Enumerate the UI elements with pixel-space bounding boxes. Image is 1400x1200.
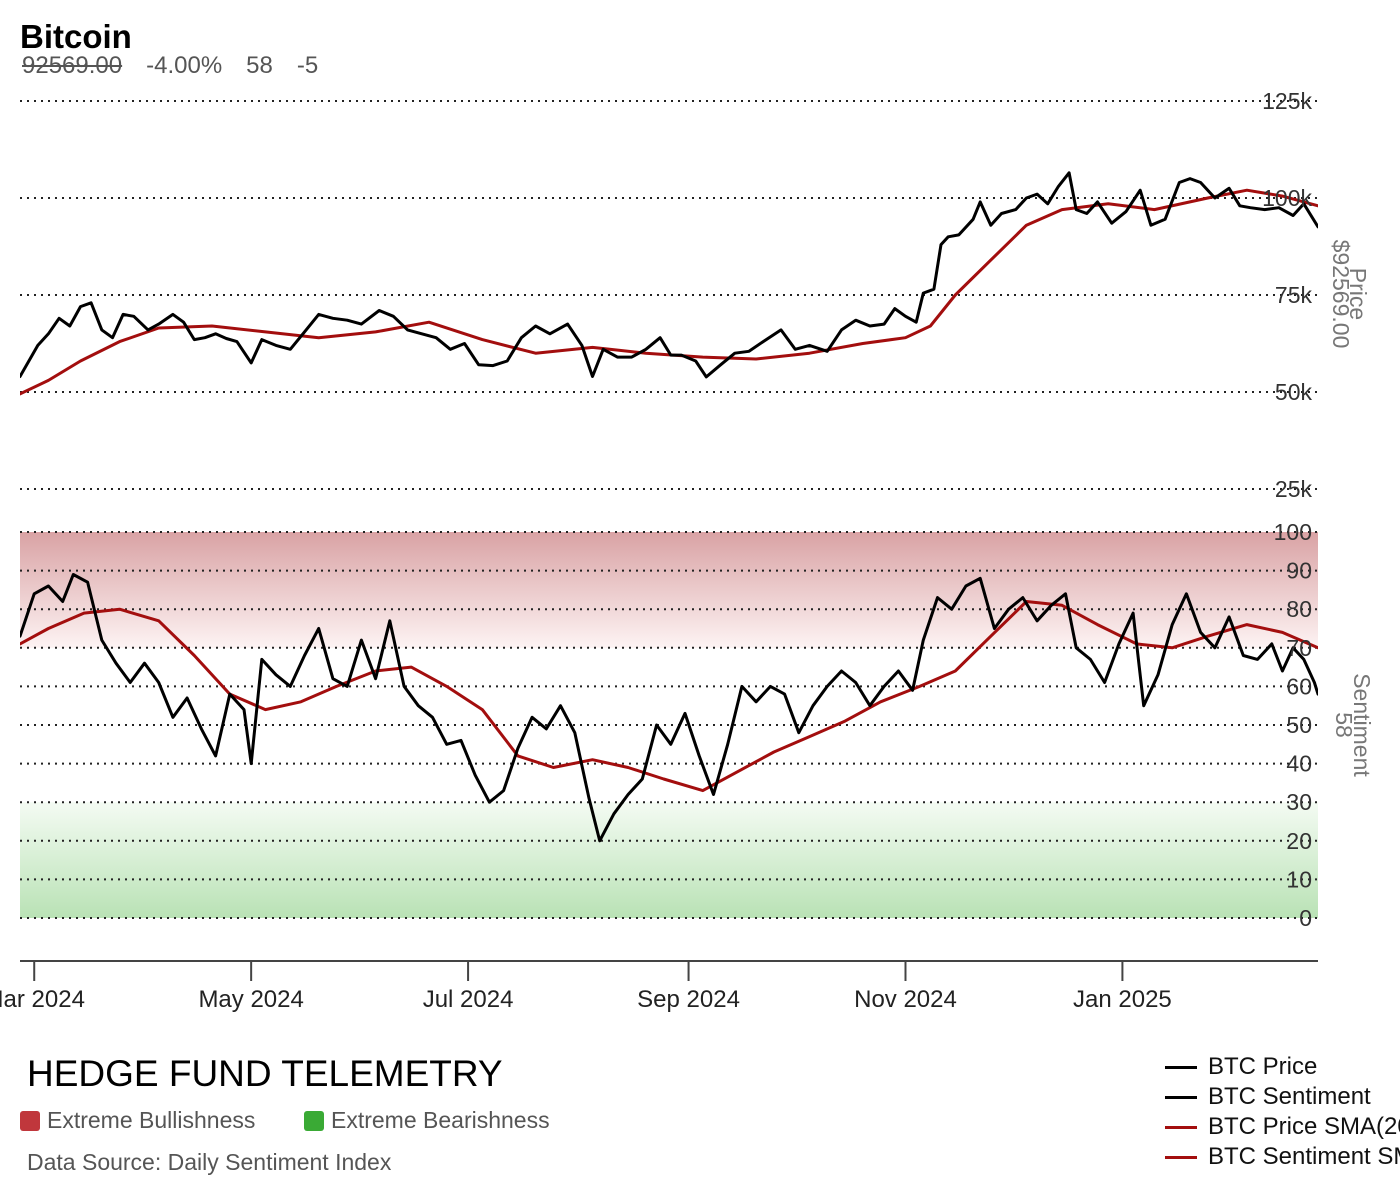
sentiment-tick-label: 100 — [1274, 519, 1312, 545]
legend-line — [1165, 1065, 1197, 1069]
price-change-pct: -4.00% — [146, 52, 223, 79]
legend-line — [1165, 1155, 1197, 1159]
zone-legend-bearish: Extreme Bearishness — [304, 1107, 550, 1134]
legend-label: BTC Sentiment SMA(20) — [1208, 1143, 1400, 1170]
x-tick-label: Jul 2024 — [423, 986, 514, 1013]
legend-line — [1165, 1125, 1197, 1129]
sentiment-tick-label: 70 — [1286, 635, 1312, 661]
gridlines — [20, 100, 1318, 919]
sentiment-tick-label: 0 — [1299, 905, 1312, 931]
btc-price-sma-line — [20, 188, 1318, 396]
price-tick-label: 125k — [1262, 88, 1312, 114]
legend-line — [1165, 1095, 1197, 1099]
bullish-swatch — [20, 1110, 40, 1131]
x-tick-label: Mar 2024 — [0, 986, 85, 1013]
header-stats: 92569.00 -4.00% 58 -5 — [22, 52, 342, 80]
legend-item-btc-price-sma[interactable]: BTC Price SMA(20) — [1165, 1112, 1400, 1142]
legend-label: BTC Price — [1208, 1053, 1318, 1080]
y-tick-labels: 25k 50k 75k 100k 125k 0 10 20 30 40 50 60 70 80 90 100 — [1262, 88, 1312, 931]
legend-label: BTC Sentiment — [1208, 1083, 1371, 1110]
x-tick-label: May 2024 — [198, 986, 303, 1013]
sentiment-axis-value: 58 — [1331, 712, 1357, 738]
zone-legend-bullish: Extreme Bullishness — [20, 1107, 255, 1134]
price-tick-label: 25k — [1275, 476, 1313, 502]
series-lines — [20, 171, 1318, 843]
bearish-label: Extreme Bearishness — [331, 1107, 550, 1133]
sentiment-zones — [20, 532, 1318, 918]
data-source: Data Source: Daily Sentiment Index — [27, 1149, 392, 1175]
sentiment-value: 58 — [246, 52, 273, 79]
price-tick-label: 75k — [1275, 282, 1313, 308]
legend-item-btc-sentiment-sma[interactable]: BTC Sentiment SMA(20) — [1165, 1142, 1400, 1172]
last-price: 92569.00 — [22, 52, 123, 79]
price-axis-value: $92569.00 — [1328, 240, 1354, 349]
sentiment-tick-label: 20 — [1286, 828, 1312, 854]
legend-item-btc-sentiment[interactable]: BTC Sentiment — [1165, 1082, 1400, 1112]
x-axis: Mar 2024 May 2024 Jul 2024 Sep 2024 Nov 2024… — [0, 960, 1318, 1013]
btc-price-line — [20, 171, 1318, 379]
sentiment-tick-label: 30 — [1286, 789, 1312, 815]
bearish-zone — [20, 802, 1318, 918]
sentiment-tick-label: 60 — [1286, 673, 1312, 699]
chart-title: Bitcoin — [20, 18, 132, 55]
brand-name: HEDGE FUND TELEMETRY — [27, 1053, 503, 1094]
sentiment-tick-label: 50 — [1286, 712, 1312, 738]
sentiment-axis-title: Sentiment — [1349, 673, 1375, 777]
price-tick-label: 100k — [1262, 185, 1312, 211]
btc-sentiment-line — [20, 573, 1318, 843]
sentiment-tick-label: 10 — [1286, 866, 1312, 892]
bullish-zone — [20, 532, 1318, 648]
x-tick-label: Nov 2024 — [854, 986, 957, 1013]
bullish-label: Extreme Bullishness — [47, 1107, 256, 1133]
series-legend: BTC Price BTC Sentiment BTC Price SMA(20… — [1165, 1052, 1400, 1172]
axis-titles: Price $92569.00 Sentiment 58 — [1328, 240, 1375, 778]
sentiment-tick-label: 90 — [1286, 558, 1312, 584]
x-tick-label: Sep 2024 — [637, 986, 740, 1013]
price-axis-title: Price — [1345, 268, 1371, 320]
legend-label: BTC Price SMA(20) — [1208, 1113, 1400, 1140]
sentiment-change: -5 — [296, 52, 319, 79]
sentiment-tick-label: 40 — [1286, 751, 1312, 777]
legend-item-btc-price[interactable]: BTC Price — [1165, 1052, 1400, 1082]
price-tick-label: 50k — [1275, 379, 1313, 405]
x-tick-label: Jan 2025 — [1073, 986, 1172, 1013]
sentiment-tick-label: 80 — [1286, 596, 1312, 622]
bearish-swatch — [304, 1110, 324, 1131]
